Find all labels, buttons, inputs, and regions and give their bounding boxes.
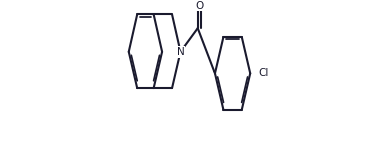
Text: O: O — [195, 1, 203, 11]
Text: N: N — [177, 47, 184, 57]
Text: Cl: Cl — [258, 68, 268, 78]
